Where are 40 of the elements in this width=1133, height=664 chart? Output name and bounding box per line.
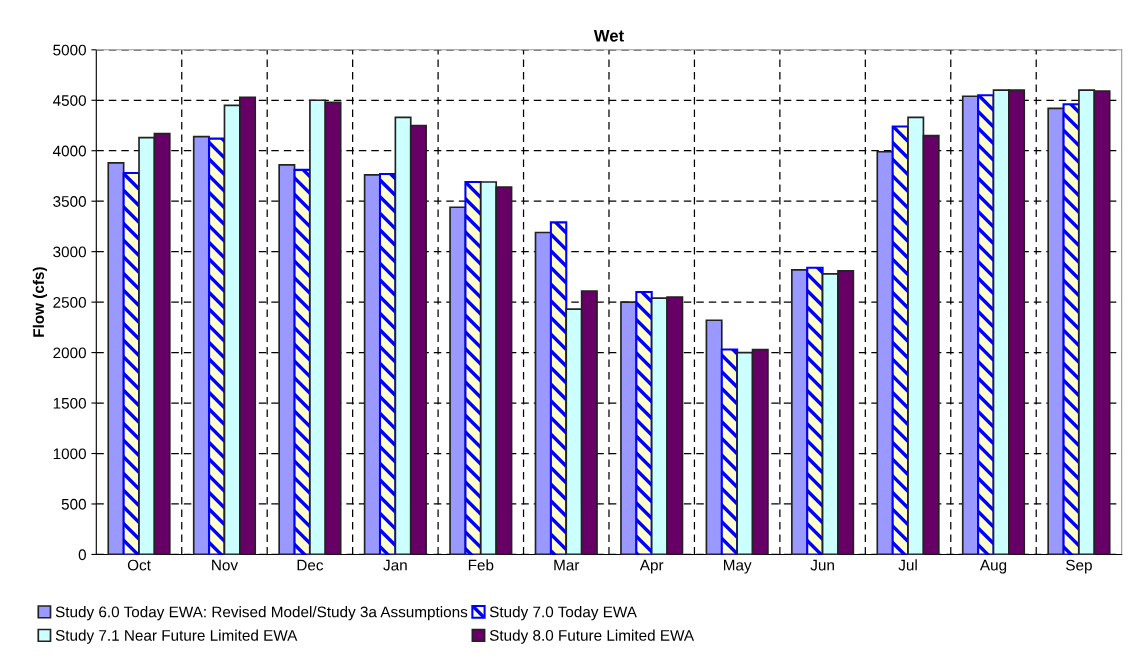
legend-label: Study 8.0 Future Limited EWA xyxy=(489,629,695,644)
x-tick-label: Aug xyxy=(979,559,1007,574)
y-tick-label: 1500 xyxy=(53,397,86,409)
bar xyxy=(208,137,226,555)
chart-title: Wet xyxy=(593,30,624,42)
x-tick-label: May xyxy=(723,559,752,574)
y-axis-title: Flow (cfs) xyxy=(32,267,48,337)
y-tick-label: 1000 xyxy=(53,448,86,460)
x-tick-label: Feb xyxy=(468,559,494,571)
x-tick-label: Dec xyxy=(297,559,324,571)
x-tick-label: Jun xyxy=(810,559,834,571)
legend-label: Study 6.0 Today EWA: Revised Model/Study 3a Assumptions xyxy=(55,606,468,621)
bar xyxy=(977,94,995,555)
y-tick-label: 4500 xyxy=(52,95,86,106)
x-tick-label: Apr xyxy=(639,559,664,574)
y-tick-label: 0 xyxy=(78,549,86,561)
bar xyxy=(1047,107,1065,555)
bar xyxy=(464,180,482,555)
y-tick-label: 3500 xyxy=(53,196,86,207)
legend-label: Study 7.0 Today EWA xyxy=(489,606,637,621)
legend-label: Study 7.1 Near Future Limited EWA xyxy=(55,629,298,644)
x-tick-label: Mar xyxy=(554,559,580,571)
y-tick-label: 4000 xyxy=(52,145,86,157)
x-tick-label: Jul xyxy=(898,559,917,571)
bar xyxy=(705,319,723,555)
y-tick-label: 5000 xyxy=(53,44,86,56)
bar xyxy=(806,266,824,555)
y-tick-label: 2000 xyxy=(53,347,86,359)
x-tick-label: Nov xyxy=(212,559,239,571)
x-tick-label: Sep xyxy=(1066,559,1092,574)
y-tick-label: 2500 xyxy=(53,296,86,308)
y-tick-label: 3000 xyxy=(53,246,86,258)
x-tick-label: Oct xyxy=(127,559,151,571)
bar xyxy=(107,162,125,555)
x-tick-label: Jan xyxy=(383,559,407,571)
bar xyxy=(278,164,296,555)
bar xyxy=(876,150,894,555)
y-tick-label: 500 xyxy=(61,498,86,510)
bar xyxy=(635,290,653,555)
bar xyxy=(378,172,397,555)
